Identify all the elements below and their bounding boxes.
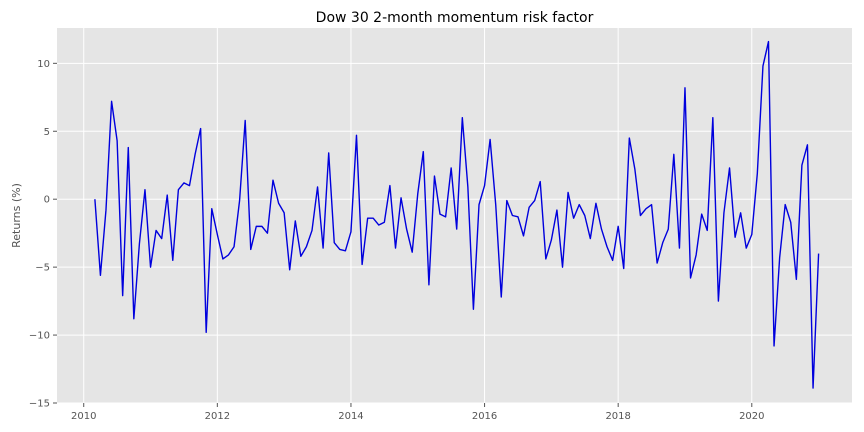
plot-background	[57, 28, 852, 403]
y-tick-label: −15	[29, 399, 50, 410]
y-axis-label: Returns (%)	[10, 183, 23, 248]
x-tick-label: 2018	[605, 411, 630, 422]
series-layer	[94, 40, 820, 389]
x-tick-label: 2020	[739, 411, 764, 422]
y-tick-label: −10	[29, 331, 50, 342]
x-tick-label: 2014	[338, 411, 363, 422]
y-tick-label: −5	[35, 263, 50, 274]
y-axis: −15 −10 −5 0 5 10	[29, 59, 57, 410]
x-tick-label: 2012	[205, 411, 230, 422]
y-tick-label: 5	[44, 127, 50, 138]
y-tick-label: 0	[44, 195, 50, 206]
x-axis: 2010 2012 2014 2016 2018 2020	[71, 403, 765, 422]
y-tick-label: 10	[37, 59, 50, 70]
x-tick-label: 2010	[71, 411, 96, 422]
x-tick-label: 2016	[472, 411, 497, 422]
chart-title: Dow 30 2-month momentum risk factor	[316, 10, 594, 26]
series-line	[94, 40, 820, 389]
